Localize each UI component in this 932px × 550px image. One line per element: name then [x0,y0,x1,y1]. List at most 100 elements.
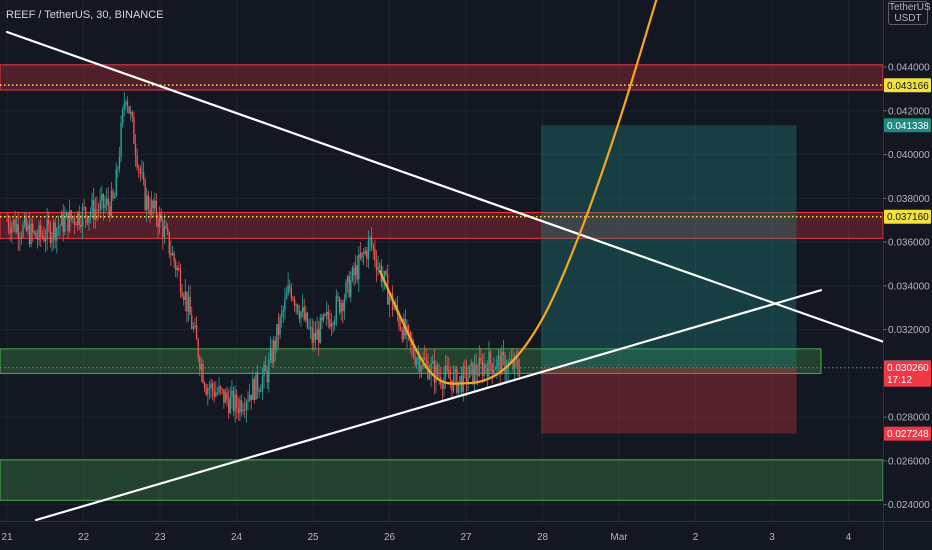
candle-body [15,224,18,232]
candle-body [158,213,161,228]
candle-body [338,297,341,313]
candle-body [359,254,362,258]
candle-body [12,219,15,226]
candle-body [223,389,225,403]
price-tag-label: 0.027248 [887,429,929,440]
candle-body [377,266,379,271]
candle-body [264,364,267,371]
candle-body [184,291,187,300]
x-tick-label: 4 [846,532,852,543]
candle-body [208,387,211,389]
candle-body [486,368,489,377]
candle-body [141,172,143,174]
candle-body [237,408,240,413]
candle-body [513,355,516,369]
candle-body [165,226,167,228]
y-axis-ticks: 0.044000 0.042000 0.040000 0.038000 0.036000… [883,63,930,511]
candle-body [101,194,103,200]
candle-body [240,400,243,412]
y-tick-label: 0.038000 [888,194,930,205]
candle-body [449,378,452,381]
candle-body [107,198,109,207]
candle-body [162,220,164,238]
candle-body [22,224,24,237]
candle-body [213,390,215,397]
candle-body [245,402,248,411]
candle-body [218,386,220,393]
candle-body [9,227,11,234]
candle-body [361,252,363,258]
candle-body [485,364,487,369]
candle-body [242,409,244,412]
candle-body [27,224,29,230]
candle-body [435,365,437,383]
candle-body [417,356,419,360]
y-tick-label: 0.036000 [888,238,930,249]
candle-body [317,329,320,344]
candle-body [215,392,217,397]
candle-body [194,325,196,328]
candle-body [96,209,98,211]
candle-body [155,200,158,220]
candle-body [118,156,121,169]
candle-body [91,199,93,213]
candle-body [248,394,251,401]
candle-body [452,373,455,391]
candle-body [68,210,71,232]
candle-body [322,314,325,321]
candle-body [256,372,259,391]
candle-body [203,382,206,389]
candle-body [412,345,415,357]
candle-body [316,329,318,340]
candle-body [448,369,450,379]
price-tag [884,209,931,224]
candle-body [346,276,349,283]
candle-body [335,296,338,320]
candle-body [362,252,365,254]
candle-body [40,224,42,237]
candle-body [433,360,436,383]
candle-body [60,213,63,226]
y-tick-label: 0.032000 [888,325,930,336]
candle-body [202,364,204,383]
candle-body [325,311,328,316]
candle-body [351,267,354,281]
y-tick-label: 0.028000 [888,413,930,424]
candle-body [253,379,256,400]
candle-body [171,252,174,256]
candle-body [441,384,444,389]
candle-body [337,296,339,298]
candle-body [189,296,191,315]
candle-body [80,224,82,227]
candle-body [308,327,310,329]
candle-body [73,217,76,224]
candle-body [319,317,321,344]
candle-body [207,387,209,395]
candle-body [501,351,503,375]
candle-body [470,362,472,366]
candle-body [123,103,125,110]
candle-body [205,388,207,395]
candle-body [491,363,493,374]
candle-body [385,271,387,275]
chart-grid [0,0,883,521]
candle-body [81,207,84,227]
candle-body [300,311,302,319]
candle-body [187,296,190,312]
candle-body [99,199,101,211]
candle-body [216,392,219,394]
candle-body [428,374,431,379]
candle-body [150,200,153,215]
candle-body [502,351,505,356]
candle-body [512,358,514,369]
price-tag-label: 0.037160 [887,212,929,223]
candle-body [146,195,148,210]
candle-body [480,357,482,362]
candle-body [30,223,32,245]
candle-body [234,394,236,412]
candle-body [488,351,490,377]
candle-body [221,388,223,390]
currency-unit[interactable]: TetherUS USDT [888,1,931,25]
candle-body [367,240,370,259]
